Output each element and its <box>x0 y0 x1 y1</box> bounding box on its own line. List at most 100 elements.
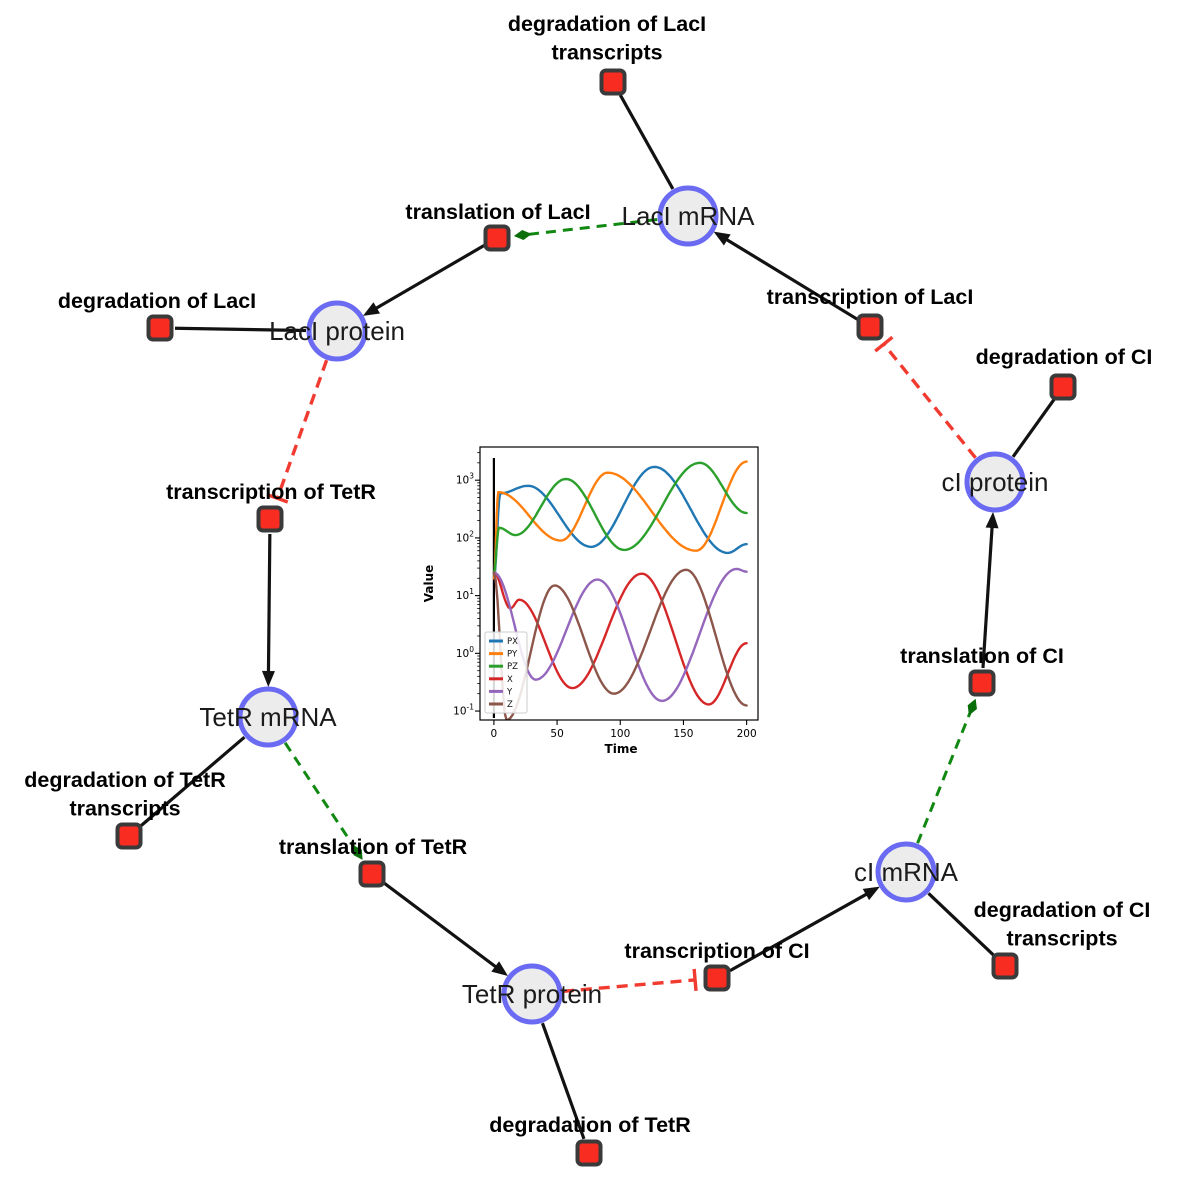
species-label-ci_protein: cI protein <box>942 467 1049 497</box>
series-line-PX <box>492 465 748 580</box>
inhibition-tbar-icon <box>692 968 698 992</box>
reaction-label-translation_laci: translation of LacI <box>405 200 590 224</box>
legend-label-X: X <box>507 675 513 685</box>
species-label-ci_mrna: cI mRNA <box>854 857 959 887</box>
y-tick-label: 101 <box>456 587 474 602</box>
edge-transcription_tetr-tetr_mrna <box>261 533 275 688</box>
y-tick-label: 10-1 <box>453 703 474 718</box>
reaction-node-transcription_ci <box>703 964 731 992</box>
edge-translation_ci-ci_protein <box>981 511 999 669</box>
edge-translation_tetr-tetr_protein <box>383 881 508 976</box>
reaction-label-deg_tetr_transcripts: degradation of TetR transcripts <box>24 768 226 821</box>
x-tick-label: 200 <box>737 728 757 740</box>
series-line-PZ <box>492 461 748 574</box>
species-label-laci_protein: LacI protein <box>269 316 405 346</box>
diamond-arrowhead-icon <box>513 230 532 240</box>
arrowhead-icon <box>261 670 275 688</box>
legend-label-PZ: PZ <box>507 662 518 672</box>
edge-ci_mrna-deg_ci_transcripts <box>927 892 996 957</box>
species-label-tetr_mrna: TetR mRNA <box>199 702 337 732</box>
edge-ci_protein-deg_ci <box>1011 398 1056 458</box>
edge-ci_mrna-translation_ci <box>916 698 977 844</box>
x-tick-label: 50 <box>550 728 563 740</box>
inhibition-tbar-icon <box>874 335 894 353</box>
reaction-node-transcription_laci <box>856 313 884 341</box>
labels-layer: LacI mRNA LacI protein TetR mRNA TetR prote… <box>24 12 1152 1137</box>
reaction-node-deg_ci_transcripts <box>991 952 1019 980</box>
reaction-label-deg_ci_transcripts: degradation of CI transcripts <box>974 898 1151 951</box>
legend-box <box>484 631 528 714</box>
diamond-arrowhead-icon <box>352 844 363 860</box>
edge-transcription_ci-ci_mrna <box>729 886 880 973</box>
species-node-laci_mrna <box>657 185 719 247</box>
species-label-tetr_protein: TetR protein <box>462 979 602 1009</box>
species-node-laci_protein <box>306 300 368 362</box>
timeseries-plot: 0 50 100 150 20010-1100101102103TimeValuePXP… <box>422 446 759 756</box>
y-tick-label: 102 <box>456 529 474 544</box>
edge-tetr_mrna-translation_tetr <box>283 742 363 860</box>
edge-laci_protein-transcription_tetr <box>266 359 329 504</box>
y-axis-title: Value <box>422 565 436 603</box>
species-node-ci_mrna <box>875 841 937 903</box>
arrowhead-icon <box>985 511 999 529</box>
arrowhead-icon <box>713 231 731 246</box>
x-tick-label: 100 <box>610 728 630 740</box>
reaction-label-deg_laci_transcripts: degradation of LacI transcripts <box>508 12 706 65</box>
nodes-layer <box>115 68 1077 1167</box>
y-tick-label: 103 <box>456 472 474 487</box>
reaction-node-translation_ci <box>968 669 996 697</box>
reaction-label-deg_laci: degradation of LacI <box>58 289 256 313</box>
edge-tetr_mrna-deg_tetr_transcripts <box>139 735 246 828</box>
legend-label-Y: Y <box>506 687 513 697</box>
reaction-label-transcription_tetr: transcription of TetR <box>166 480 376 504</box>
legend-label-Z: Z <box>507 700 513 710</box>
species-label-laci_mrna: LacI mRNA <box>622 201 756 231</box>
series-line-X <box>492 571 748 706</box>
reaction-node-deg_tetr <box>575 1139 603 1167</box>
species-node-ci_protein <box>964 451 1026 513</box>
series-line-PY <box>492 460 748 580</box>
x-tick-label: 0 <box>491 728 498 740</box>
reaction-node-translation_laci <box>483 224 511 252</box>
reaction-node-deg_ci <box>1049 373 1077 401</box>
legend-label-PY: PY <box>507 650 518 660</box>
reaction-label-transcription_laci: transcription of LacI <box>767 285 974 309</box>
reaction-node-translation_tetr <box>358 860 386 888</box>
series-line-Z <box>492 568 748 720</box>
chart-legend: PX PY PZ XYZ <box>484 631 528 714</box>
legend-label-PX: PX <box>507 637 518 647</box>
reaction-label-transcription_ci: transcription of CI <box>624 939 809 963</box>
edge-laci_protein-deg_laci <box>174 326 307 333</box>
edge-tetr_protein-transcription_ci <box>562 968 698 994</box>
inhibition-tbar-icon <box>266 492 289 504</box>
arrowhead-icon <box>362 302 381 316</box>
reaction-label-translation_tetr: translation of TetR <box>279 835 468 859</box>
reaction-node-transcription_tetr <box>256 505 284 533</box>
edge-transcription_laci-laci_mrna <box>713 231 859 321</box>
species-node-tetr_protein <box>501 963 563 1025</box>
series-curves <box>492 460 748 720</box>
edge-translation_laci-laci_protein <box>362 244 485 316</box>
reaction-label-translation_ci: translation of CI <box>900 644 1064 668</box>
arrowhead-icon <box>491 961 508 976</box>
plot-frame <box>479 446 759 721</box>
edge-tetr_protein-deg_tetr <box>540 1022 586 1140</box>
reaction-node-deg_laci <box>146 314 174 342</box>
reaction-node-deg_laci_transcripts <box>599 68 627 96</box>
arrowhead-icon <box>862 886 880 901</box>
species-node-tetr_mrna <box>237 686 299 748</box>
reaction-label-deg_ci: degradation of CI <box>976 345 1153 369</box>
edge-ci_protein-transcription_laci <box>874 335 977 459</box>
edge-laci_mrna-translation_laci <box>513 218 658 240</box>
reaction-label-deg_tetr: degradation of TetR <box>489 1113 691 1137</box>
edge-laci_mrna-deg_laci_transcripts <box>618 94 675 190</box>
y-tick-label: 100 <box>456 645 474 660</box>
series-line-Y <box>492 567 748 703</box>
edges-layer <box>139 94 1056 1140</box>
x-axis-title: Time <box>605 742 638 756</box>
x-tick-label: 150 <box>673 728 693 740</box>
diamond-arrowhead-icon <box>967 698 977 716</box>
reaction-node-deg_tetr_transcripts <box>115 822 143 850</box>
